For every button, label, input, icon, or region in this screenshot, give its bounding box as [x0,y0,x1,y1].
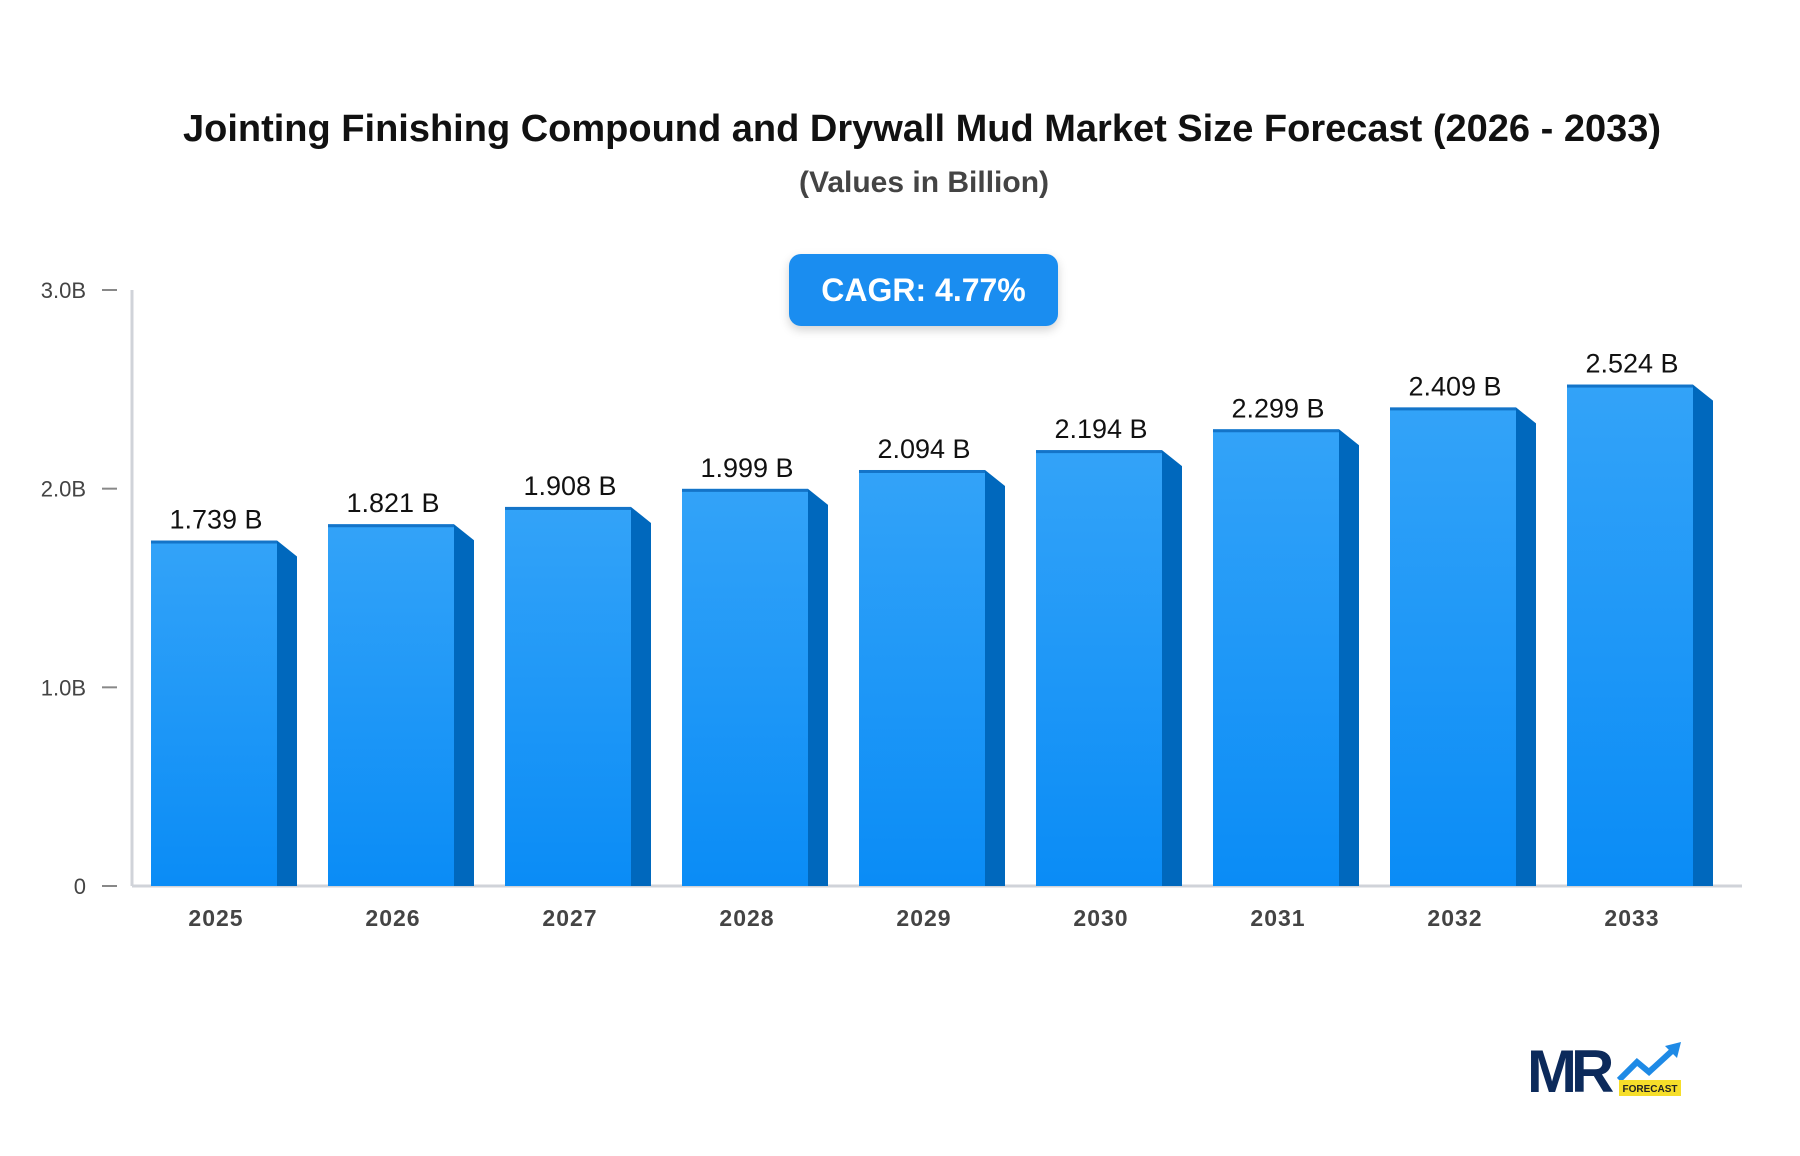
data-label: 2.094 B [877,434,970,464]
bar-group: 1.821 B 2026 [328,488,474,931]
x-tick-label: 2032 [1427,905,1482,931]
y-tick-label: 2.0B [41,477,86,502]
x-tick-label: 2030 [1073,905,1128,931]
bar-group: 1.739 B 2025 [151,505,297,931]
bar-group: 2.524 B 2033 [1567,349,1713,931]
data-label: 2.409 B [1408,371,1501,401]
y-tick-label: 3.0B [41,278,86,303]
bar [682,488,808,886]
bar-side [631,506,651,886]
bar-top-edge [1567,384,1693,388]
data-label: 2.299 B [1231,393,1324,423]
bar-side [808,488,828,886]
x-tick-label: 2029 [896,905,951,931]
bar-group: 1.908 B 2027 [505,471,651,931]
bar-top-edge [328,524,454,528]
x-tick-label: 2033 [1604,905,1659,931]
data-label: 1.908 B [523,471,616,501]
bar-group: 2.094 B 2029 [859,434,1005,931]
bar-side [277,540,297,886]
bar-top-edge [859,469,985,473]
x-tick-label: 2028 [719,905,774,931]
mr-forecast-logo: MR FORECAST [1527,1040,1681,1100]
y-tick-label: 1.0B [41,675,86,700]
data-label: 2.194 B [1054,414,1147,444]
bar-side [985,469,1005,886]
x-tick-label: 2031 [1250,905,1305,931]
x-tick-label: 2027 [542,905,597,931]
bar [328,524,454,886]
data-label: 2.524 B [1585,349,1678,379]
bar-side [1339,429,1359,886]
bar [859,469,985,886]
y-tick-label: 0 [74,874,86,899]
bar-side [454,524,474,886]
chart-subtitle: (Values in Billion) [798,166,1050,199]
cagr-badge: CAGR: 4.77% [789,254,1058,326]
bar-group: 2.194 B 2030 [1036,414,1182,931]
bar-group: 1.999 B 2028 [682,453,828,931]
x-tick-label: 2026 [365,905,420,931]
bar-group: 2.409 B 2032 [1390,371,1536,931]
data-label: 1.999 B [700,453,793,483]
bar-top-edge [1390,407,1516,411]
bar [1567,384,1693,886]
bar [151,540,277,886]
svg-text:FORECAST: FORECAST [1623,1084,1678,1095]
bar-side [1516,407,1536,886]
bar [505,506,631,886]
bar-top-edge [1213,429,1339,433]
data-label: 1.739 B [169,505,262,535]
svg-text:MR: MR [1527,1040,1614,1100]
bar [1213,429,1339,886]
bar-side [1693,384,1713,886]
bar-chart: 0 1.0B 2.0B 3.0B 1.739 B 2025 1.821 B 2026 1.90… [41,278,1742,931]
chart-title: Jointing Finishing Compound and Drywall … [182,108,1662,150]
data-label: 1.821 B [346,488,439,518]
bar-top-edge [151,540,277,544]
bar [1390,407,1516,886]
bar [1036,450,1162,886]
x-tick-label: 2025 [188,905,243,931]
bar-group: 2.299 B 2031 [1213,393,1359,931]
bar-top-edge [682,488,808,492]
bar-side [1162,450,1182,886]
bar-top-edge [1036,450,1162,454]
bar-top-edge [505,506,631,510]
